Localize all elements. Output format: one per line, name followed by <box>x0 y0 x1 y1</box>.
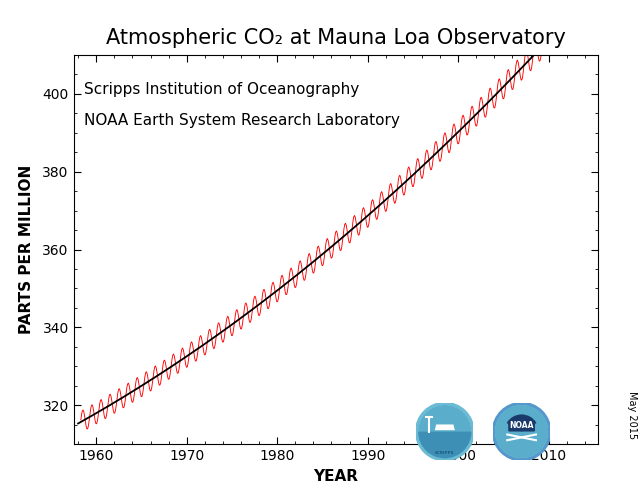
Circle shape <box>418 405 472 458</box>
X-axis label: YEAR: YEAR <box>314 469 358 484</box>
Text: NOAA: NOAA <box>509 421 534 431</box>
Wedge shape <box>418 432 472 458</box>
Y-axis label: PARTS PER MILLION: PARTS PER MILLION <box>19 165 34 334</box>
Wedge shape <box>507 414 536 432</box>
Circle shape <box>417 404 473 460</box>
Text: NOAA Earth System Research Laboratory: NOAA Earth System Research Laboratory <box>84 113 400 128</box>
Circle shape <box>495 405 548 458</box>
Polygon shape <box>435 425 455 430</box>
Text: SCRIPPS: SCRIPPS <box>435 451 454 455</box>
Text: Scripps Institution of Oceanography: Scripps Institution of Oceanography <box>84 82 359 97</box>
Title: Atmospheric CO₂ at Mauna Loa Observatory: Atmospheric CO₂ at Mauna Loa Observatory <box>106 28 566 48</box>
Text: May 2015: May 2015 <box>627 391 637 439</box>
Circle shape <box>493 404 550 460</box>
